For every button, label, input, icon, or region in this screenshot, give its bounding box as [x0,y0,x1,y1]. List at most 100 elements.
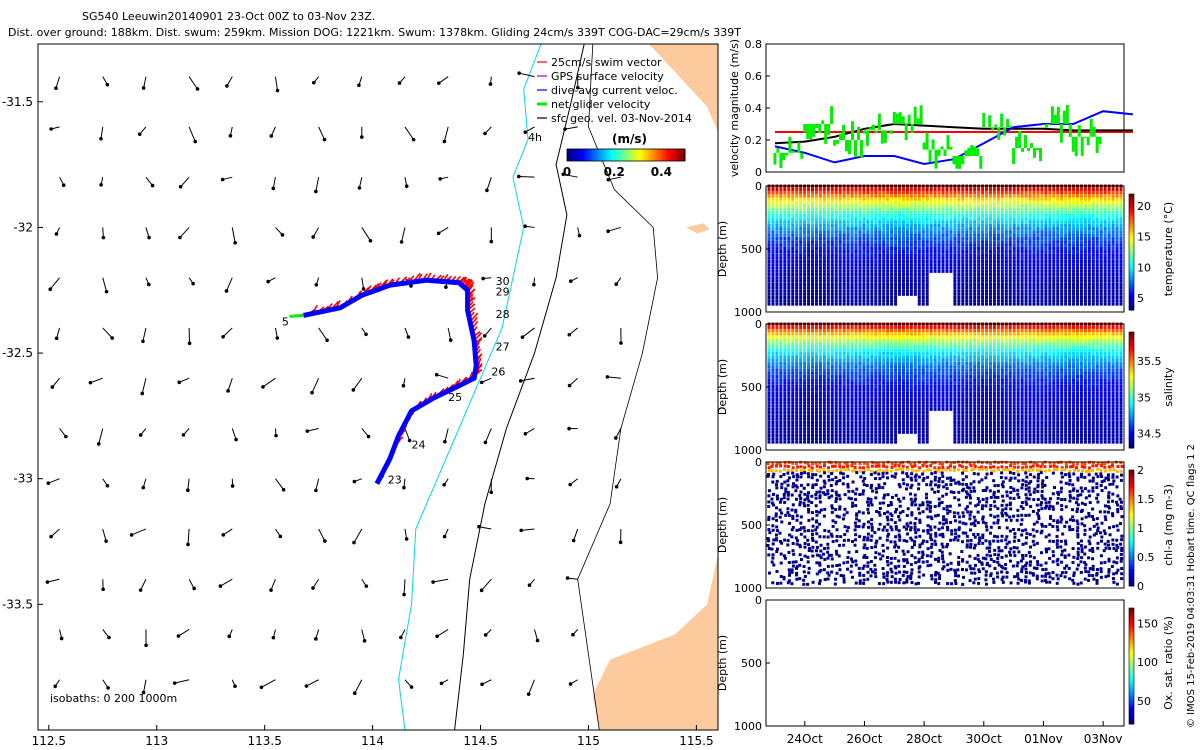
section-sample [890,207,894,211]
section-sample [787,365,791,369]
section-sample [775,417,779,421]
section-sample [1028,279,1032,283]
section-sample [811,433,815,438]
map-colorbar-cell [569,149,573,161]
section-sample [886,197,890,201]
section-sample [826,259,830,264]
section-sample [1036,292,1040,296]
section-sample [838,250,842,254]
geostrophic-vector-head [614,484,619,489]
section-sample [1075,187,1079,191]
section-sample [866,430,870,434]
section-sample [874,213,878,218]
section-sample [870,250,874,254]
section-sample [965,272,969,277]
section-sample [992,243,996,247]
section-sample [957,233,961,237]
section-sample [941,266,945,270]
section-sample [818,424,822,428]
section-sample [775,433,779,438]
geostrophic-vector-head [357,186,362,190]
section-sample [803,286,807,290]
section-sample [826,266,830,270]
section-sample [977,250,981,254]
section-sample [957,282,961,286]
section-sample [799,420,803,424]
section-sample [846,194,850,198]
section-sample [842,394,846,398]
section-colorbar-cell [1129,199,1134,204]
section-sample [814,200,818,205]
section-sample [787,250,791,254]
section-sample [862,299,866,303]
section-sample [807,437,811,441]
section-sample [874,266,878,270]
section-sample [826,276,830,280]
section-sample [799,407,803,411]
velocity-y-tick-label: 0.6 [745,70,763,83]
section-sample [1079,246,1083,250]
section-sample [898,210,902,214]
section-sample [862,213,866,218]
section-sample [826,338,830,343]
section-sample [787,342,791,346]
section-sample [842,200,846,205]
section-sample [1040,263,1044,267]
section-sample [834,210,838,214]
section-sample [866,433,870,438]
section-sample [842,266,846,270]
section-sample [977,191,981,195]
section-sample [1020,236,1024,241]
section-sample [874,246,878,250]
section-sample [830,427,834,431]
map-colorbar-cell [682,149,686,161]
section-sample [850,335,854,339]
section-sample [811,230,815,234]
section-sample [775,332,779,336]
section-sample [1099,263,1103,267]
section-sample [791,420,795,424]
geostrophic-vector-head [274,433,278,438]
section-sample [1072,263,1076,267]
section-sample [1060,256,1064,260]
section-sample [878,266,882,270]
section-sample [803,213,807,218]
section-sample [799,348,803,352]
section-sample [1036,220,1040,224]
section-sample [969,227,973,231]
section-sample [961,210,965,214]
section-sample [846,276,850,280]
section-sample [818,223,822,228]
section-sample [933,210,937,214]
section-colorbar-tick: 20 [1137,200,1151,213]
geostrophic-vector-head [137,132,142,136]
section-sample [973,279,977,283]
map-colorbar-cell [655,149,659,161]
section-sample [787,329,791,333]
section-sample [1012,194,1016,198]
section-sample [818,230,822,234]
section-sample [850,417,854,421]
section-sample [862,266,866,270]
section-sample [878,194,882,198]
section-sample [1091,210,1095,214]
section-sample [909,269,913,273]
section-sample [830,424,834,428]
section-sample [858,338,862,343]
section-sample [1036,194,1040,198]
section-sample [838,325,842,329]
section-sample [1024,243,1028,247]
section-sample [1119,233,1123,237]
section-sample [834,197,838,201]
section-sample [1064,263,1068,267]
section-sample [767,348,771,352]
section-sample [842,217,846,221]
section-sample [838,194,842,198]
section-sample [941,191,945,195]
section-sample [799,384,803,388]
section-sample [775,378,779,382]
section-sample [838,286,842,290]
section-sample [981,256,985,260]
section-sample [1099,269,1103,273]
section-sample [850,279,854,283]
